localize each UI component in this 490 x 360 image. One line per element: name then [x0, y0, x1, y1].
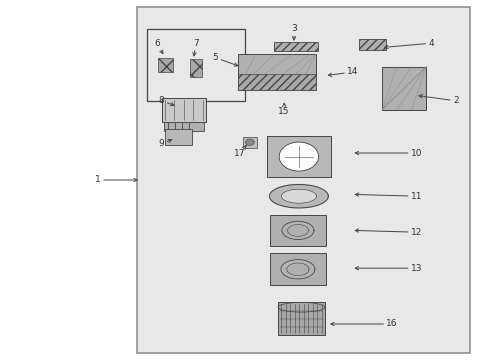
Bar — [238, 54, 316, 90]
Bar — [270, 253, 326, 285]
Bar — [137, 7, 470, 353]
Text: 6: 6 — [154, 39, 163, 54]
Bar — [270, 215, 326, 246]
Text: 10: 10 — [355, 149, 422, 158]
Bar — [274, 42, 318, 51]
Bar — [158, 58, 173, 72]
Bar — [359, 39, 386, 50]
Text: 12: 12 — [355, 228, 422, 237]
Text: 7: 7 — [193, 39, 199, 56]
Text: 14: 14 — [328, 68, 359, 77]
Bar — [382, 67, 426, 110]
Bar — [147, 29, 245, 101]
Bar — [164, 122, 204, 131]
Bar — [278, 302, 325, 335]
Text: 11: 11 — [355, 192, 422, 201]
Text: 9: 9 — [159, 139, 171, 148]
Text: 17: 17 — [234, 145, 246, 158]
Text: 16: 16 — [331, 320, 398, 328]
Bar — [243, 137, 257, 148]
Polygon shape — [270, 185, 328, 208]
Polygon shape — [281, 189, 317, 203]
Text: 13: 13 — [355, 264, 422, 273]
Circle shape — [279, 142, 318, 171]
Bar — [267, 136, 331, 177]
Text: 8: 8 — [159, 96, 174, 106]
Text: 4: 4 — [385, 39, 434, 49]
Text: 1: 1 — [95, 175, 137, 184]
Bar — [190, 59, 202, 77]
Bar — [165, 129, 192, 145]
Bar — [162, 98, 206, 122]
Text: 5: 5 — [213, 53, 238, 66]
Text: 3: 3 — [291, 24, 297, 40]
Circle shape — [245, 139, 254, 145]
Bar — [238, 74, 316, 90]
Text: 2: 2 — [419, 95, 459, 105]
Text: 15: 15 — [278, 103, 290, 116]
